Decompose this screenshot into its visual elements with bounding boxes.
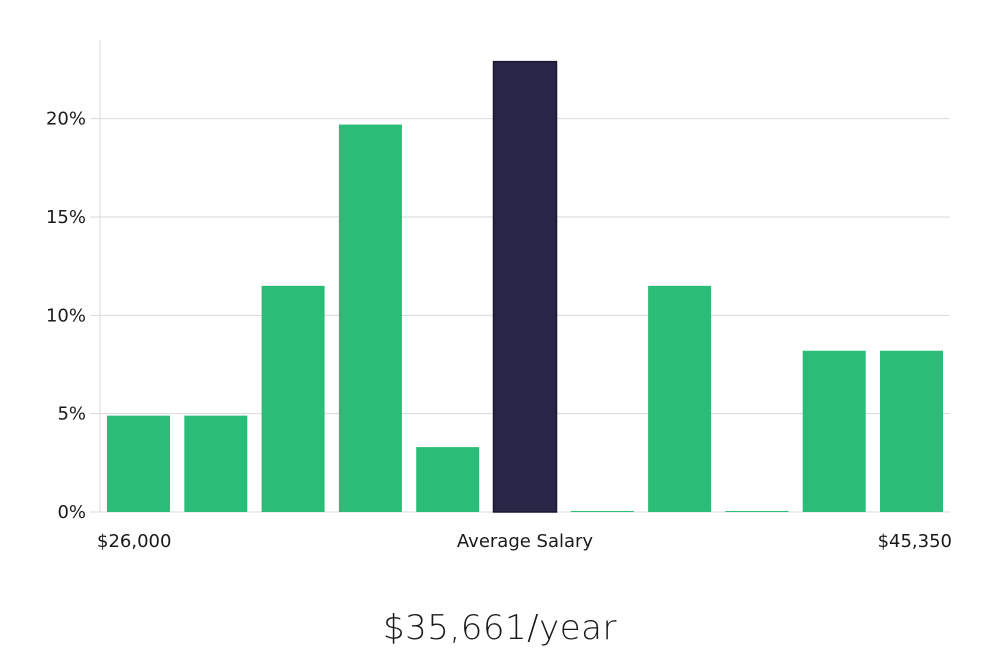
- bar: [802, 350, 866, 512]
- y-tick-label: 0%: [57, 502, 86, 523]
- x-axis-title: Average Salary: [457, 531, 594, 552]
- y-tick-label: 20%: [46, 109, 86, 130]
- bar: [107, 415, 170, 512]
- y-tick-label: 5%: [57, 404, 86, 425]
- bar: [184, 415, 248, 512]
- y-axis-ticks: 0% 5% 10% 15% 20%: [46, 109, 86, 523]
- y-tick-label: 15%: [46, 207, 86, 228]
- bar: [880, 350, 943, 512]
- bar: [416, 447, 480, 512]
- bar-average-highlight: [492, 60, 558, 513]
- bar: [570, 511, 634, 512]
- bar: [648, 285, 712, 512]
- salary-histogram: 0% 5% 10% 15% 20% $26,000 Average Salary $45,3…: [46, 40, 952, 552]
- x-max-label: $45,350: [878, 531, 952, 552]
- y-tick-label: 10%: [46, 305, 86, 326]
- bars: [107, 60, 943, 513]
- average-salary-value: $35,661/year: [383, 608, 617, 648]
- x-min-label: $26,000: [97, 531, 171, 552]
- x-axis-labels: $26,000 Average Salary $45,350: [97, 531, 952, 552]
- bar: [261, 285, 325, 512]
- bar: [338, 124, 402, 513]
- bar: [725, 511, 789, 512]
